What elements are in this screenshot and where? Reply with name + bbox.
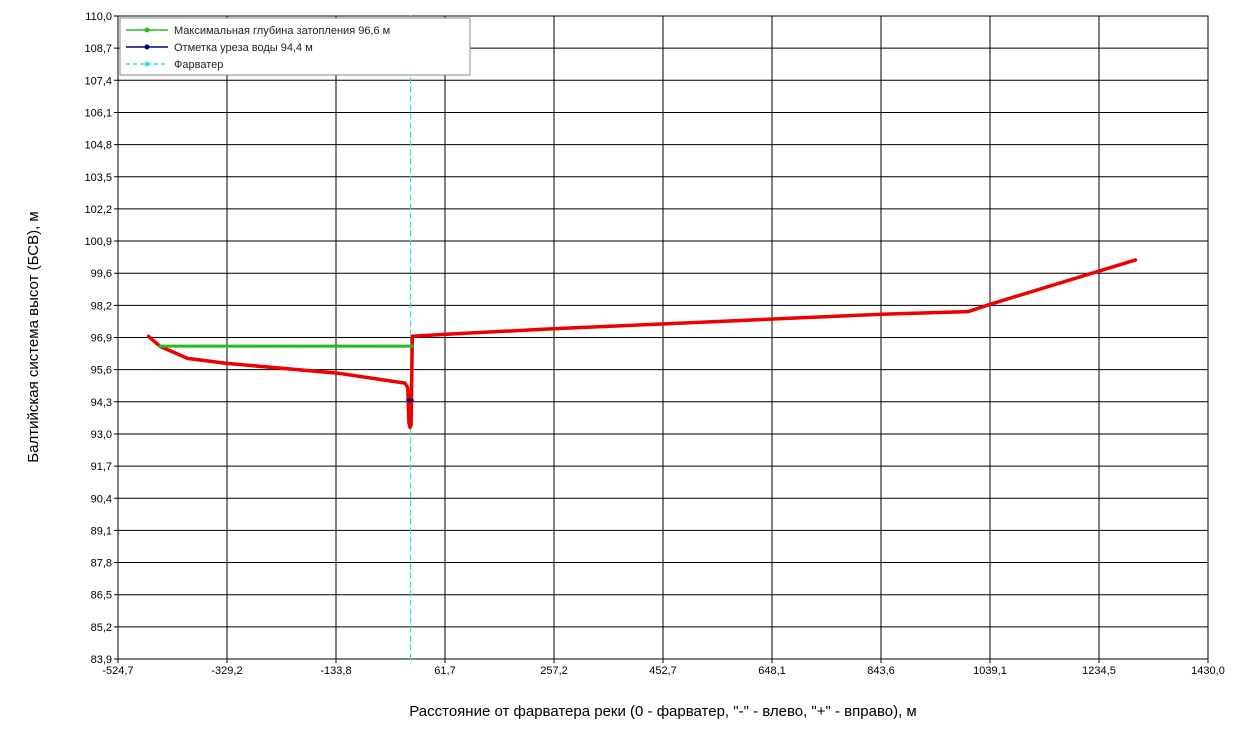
series-line-3	[146, 258, 1138, 430]
legend-box	[119, 17, 471, 76]
x-tick-label: 648,1	[758, 665, 786, 677]
legend-marker	[144, 27, 150, 33]
legend-marker	[144, 44, 150, 50]
y-tick-label: 87,8	[91, 558, 112, 570]
legend-label: Фарватер	[174, 59, 223, 71]
x-tick-label: 452,7	[649, 665, 677, 677]
x-tick-label: 61,7	[434, 665, 455, 677]
y-tick-label: 86,5	[91, 590, 112, 602]
x-axis-title: Расстояние от фарватера реки (0 - фарват…	[409, 703, 916, 720]
y-tick-label: 106,1	[84, 107, 112, 119]
y-tick-label: 107,4	[84, 75, 112, 87]
y-tick-label: 110,0	[85, 11, 112, 23]
y-tick-label: 94,3	[91, 397, 112, 409]
y-tick-label: 108,7	[84, 43, 112, 55]
y-tick-label: 85,2	[91, 622, 112, 634]
y-axis-ticks: 110,0 108,7 107,4 106,1 104,8 103,5 102,2 100,9…	[84, 11, 112, 666]
x-tick-label: 843,6	[867, 665, 895, 677]
x-tick-label: 1234,5	[1082, 665, 1116, 677]
legend-label: Отметка уреза воды 94,4 м	[174, 42, 313, 54]
y-tick-label: 98,2	[91, 300, 112, 312]
y-tick-label: 100,9	[84, 236, 112, 248]
y-axis-title: Балтийская система высот (БСВ), м	[25, 211, 42, 462]
y-tick-label: 103,5	[84, 172, 112, 184]
x-tick-label: -133,8	[320, 665, 351, 677]
grid-lines	[114, 15, 1209, 663]
legend: Максимальная глубина затопления 96,6 м От…	[119, 17, 471, 76]
y-tick-label: 83,9	[91, 654, 112, 666]
y-tick-label: 91,7	[91, 461, 112, 473]
x-tick-label: 1430,0	[1191, 665, 1225, 677]
y-tick-label: 102,2	[84, 204, 112, 216]
y-tick-label: 89,1	[91, 525, 112, 537]
x-tick-label: 257,2	[540, 665, 568, 677]
legend-marker	[144, 61, 150, 67]
y-tick-label: 93,0	[91, 429, 112, 441]
x-tick-label: -524,7	[102, 665, 133, 677]
x-tick-label: 1039,1	[973, 665, 1007, 677]
y-tick-label: 104,8	[84, 140, 112, 152]
x-axis-ticks: -524,7 -329,2 -133,8 61,7 257,2 452,7 648,1 843…	[102, 665, 1224, 677]
y-tick-label: 95,6	[91, 365, 112, 377]
data-series	[146, 15, 1138, 660]
legend-label: Максимальная глубина затопления 96,6 м	[174, 25, 390, 37]
y-tick-label: 90,4	[91, 493, 112, 505]
y-tick-label: 96,9	[91, 333, 112, 345]
x-tick-label: -329,2	[211, 665, 242, 677]
y-tick-label: 99,6	[91, 268, 112, 280]
